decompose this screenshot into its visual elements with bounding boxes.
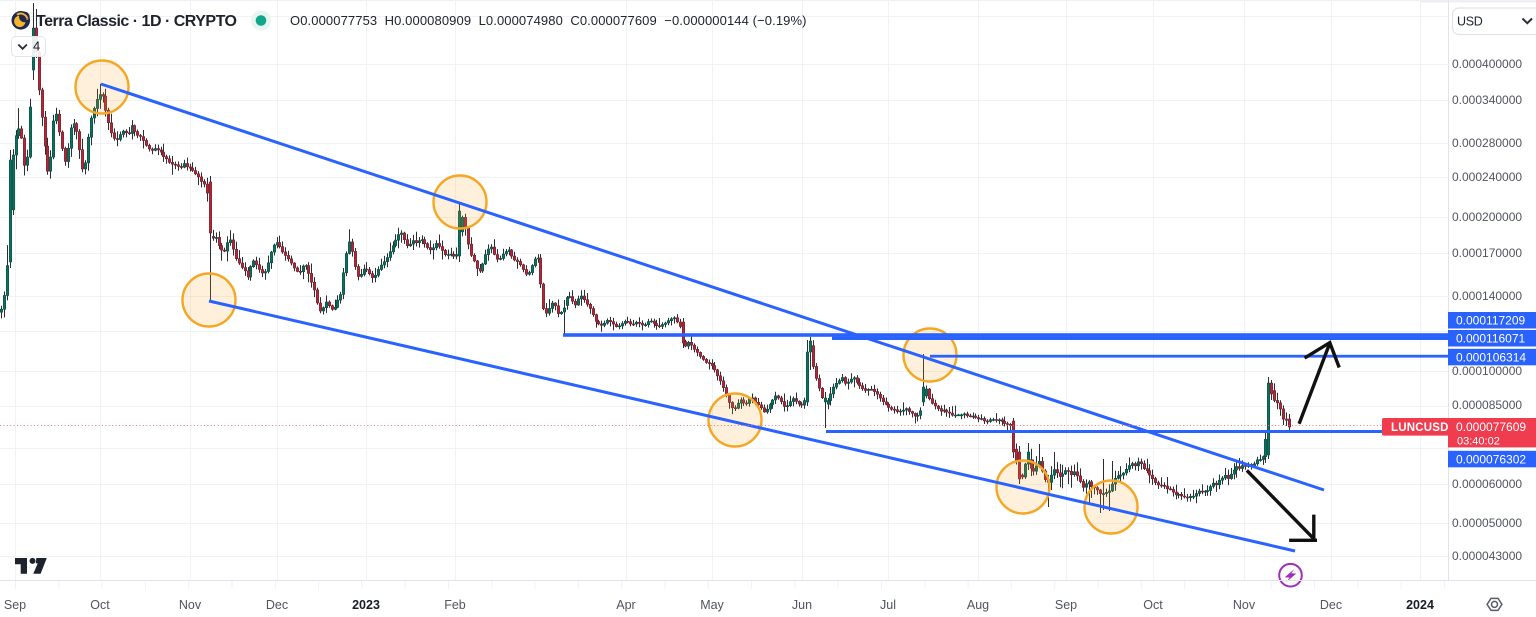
svg-text:Feb: Feb	[444, 598, 466, 612]
svg-text:0.000043000: 0.000043000	[1452, 549, 1522, 563]
svg-text:0.000240000: 0.000240000	[1452, 170, 1522, 184]
svg-text:0.000106314: 0.000106314	[1456, 350, 1526, 364]
svg-text:0.000100000: 0.000100000	[1452, 364, 1522, 378]
svg-text:0.000050000: 0.000050000	[1452, 516, 1522, 530]
svg-text:Nov: Nov	[1233, 598, 1256, 612]
svg-text:Sep: Sep	[4, 598, 26, 612]
svg-text:0.000200000: 0.000200000	[1452, 210, 1522, 224]
svg-text:0.000077609: 0.000077609	[1456, 420, 1526, 434]
svg-text:Aug: Aug	[967, 598, 989, 612]
svg-text:0.000060000: 0.000060000	[1452, 477, 1522, 491]
svg-text:0.000085000: 0.000085000	[1452, 398, 1522, 412]
svg-text:Dec: Dec	[1320, 598, 1342, 612]
svg-text:03:40:02: 03:40:02	[1457, 436, 1500, 448]
svg-text:Terra Classic · 1D · CRYPTO: Terra Classic · 1D · CRYPTO	[36, 13, 237, 30]
svg-text:LUNCUSD: LUNCUSD	[1391, 422, 1449, 434]
svg-text:May: May	[700, 598, 724, 612]
svg-text:Jul: Jul	[880, 598, 896, 612]
svg-text:USD: USD	[1457, 15, 1483, 29]
svg-text:2023: 2023	[352, 598, 380, 612]
svg-text:O0.000077753 H0.000080909 L0: O0.000077753 H0.000080909 L0.000074980 C…	[290, 13, 807, 28]
svg-text:4: 4	[33, 39, 40, 54]
svg-text:0.000117209: 0.000117209	[1456, 314, 1526, 328]
svg-text:Oct: Oct	[1143, 598, 1163, 612]
svg-text:2024: 2024	[1406, 598, 1434, 612]
svg-text:0.000400000: 0.000400000	[1452, 57, 1522, 71]
svg-text:0.000170000: 0.000170000	[1452, 246, 1522, 260]
svg-text:0.000076302: 0.000076302	[1456, 452, 1526, 466]
svg-text:0.000280000: 0.000280000	[1452, 136, 1522, 150]
svg-text:0.000140000: 0.000140000	[1452, 289, 1522, 303]
svg-text:0.000340000: 0.000340000	[1452, 93, 1522, 107]
svg-text:Dec: Dec	[266, 598, 288, 612]
svg-text:Jun: Jun	[792, 598, 812, 612]
svg-text:Nov: Nov	[179, 598, 202, 612]
svg-text:Apr: Apr	[616, 598, 635, 612]
svg-text:Sep: Sep	[1055, 598, 1077, 612]
svg-text:Oct: Oct	[90, 598, 110, 612]
svg-text:0.000116071: 0.000116071	[1456, 332, 1526, 346]
